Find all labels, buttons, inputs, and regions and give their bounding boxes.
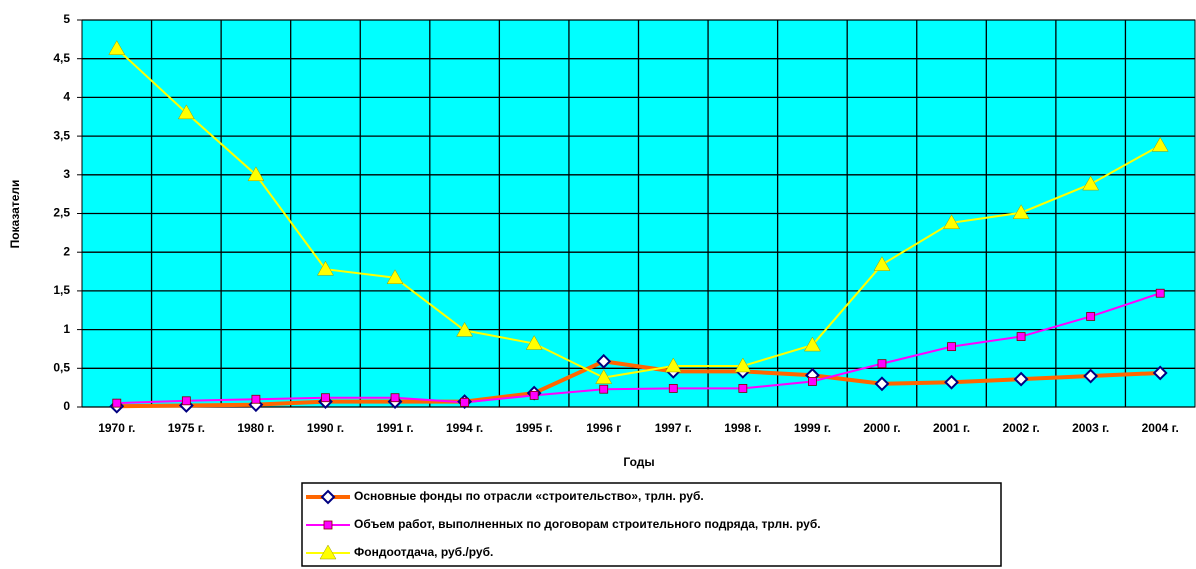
marker [874, 376, 890, 392]
marker [595, 369, 613, 384]
marker [808, 377, 817, 386]
marker [247, 166, 265, 182]
series-line [116, 292, 1161, 405]
marker [108, 40, 126, 55]
marker [320, 489, 336, 505]
marker [1152, 365, 1168, 381]
marker [1151, 136, 1169, 152]
y-tick-label: 0 [63, 399, 70, 413]
marker [177, 104, 195, 120]
x-tick-label: 2003 г. [1072, 421, 1109, 435]
x-tick-label: 1999 г. [794, 421, 831, 435]
marker [1082, 175, 1100, 191]
x-axis-title: Годы [623, 455, 654, 469]
marker [873, 256, 891, 271]
y-tick-label: 2 [63, 244, 70, 258]
x-tick-label: 1998 г. [724, 421, 761, 435]
legend-label: Фондоотдача, руб./руб. [354, 545, 493, 559]
marker [390, 393, 400, 403]
marker [251, 394, 261, 404]
marker [734, 357, 752, 373]
x-tick-label: 1996 г [586, 421, 621, 435]
x-tick-label: 1970 г. [98, 421, 135, 435]
x-tick-label: 1991 г. [376, 421, 413, 435]
y-tick-label: 3,5 [53, 128, 70, 142]
marker [112, 398, 122, 408]
marker [738, 384, 748, 393]
marker [877, 359, 887, 369]
marker [323, 520, 333, 530]
x-tick-label: 1990 г. [307, 421, 344, 435]
marker [529, 390, 539, 400]
marker [456, 321, 474, 337]
marker [1155, 288, 1165, 298]
x-tick-label: 1997 г. [655, 421, 692, 435]
marker [803, 336, 821, 352]
legend-box [301, 482, 1002, 567]
marker [944, 374, 959, 390]
marker [1086, 312, 1096, 321]
marker [525, 335, 543, 350]
marker [1012, 204, 1030, 219]
y-tick-label: 1 [63, 322, 70, 336]
marker [596, 353, 612, 369]
marker [386, 269, 404, 284]
marker [1013, 371, 1029, 387]
y-tick-label: 4 [63, 90, 70, 104]
y-tick-label: 5 [63, 12, 70, 26]
marker [321, 393, 330, 403]
y-tick-label: 1,5 [53, 283, 70, 297]
y-axis-title: Показатели [8, 180, 22, 249]
x-tick-label: 2004 г. [1142, 421, 1179, 435]
marker [460, 397, 469, 407]
x-tick-label: 2001 г. [933, 421, 970, 435]
y-tick-label: 0,5 [53, 360, 70, 374]
legend-label: Основные фонды по отрасли «строительство… [354, 489, 704, 503]
y-tick-label: 4,5 [53, 51, 70, 65]
marker [664, 357, 682, 373]
marker [181, 396, 191, 406]
x-tick-label: 2000 г. [863, 421, 900, 435]
marker [1016, 332, 1026, 341]
marker [943, 214, 960, 230]
marker [947, 342, 956, 352]
marker [668, 384, 678, 393]
x-tick-label: 1995 г. [516, 421, 553, 435]
x-tick-label: 1975 г. [168, 421, 205, 435]
y-tick-label: 2,5 [53, 206, 70, 220]
x-tick-label: 2002 г. [1003, 421, 1040, 435]
marker [317, 260, 334, 276]
marker [319, 544, 337, 560]
series-line [116, 359, 1161, 409]
x-tick-label: 1980 г. [237, 421, 274, 435]
marker [599, 384, 609, 394]
x-tick-label: 1994 г. [446, 421, 483, 435]
legend-label: Объем работ, выполненных по договорам ст… [354, 517, 821, 531]
y-tick-label: 3 [63, 167, 70, 181]
marker [1083, 368, 1099, 384]
series-line [116, 47, 1161, 379]
